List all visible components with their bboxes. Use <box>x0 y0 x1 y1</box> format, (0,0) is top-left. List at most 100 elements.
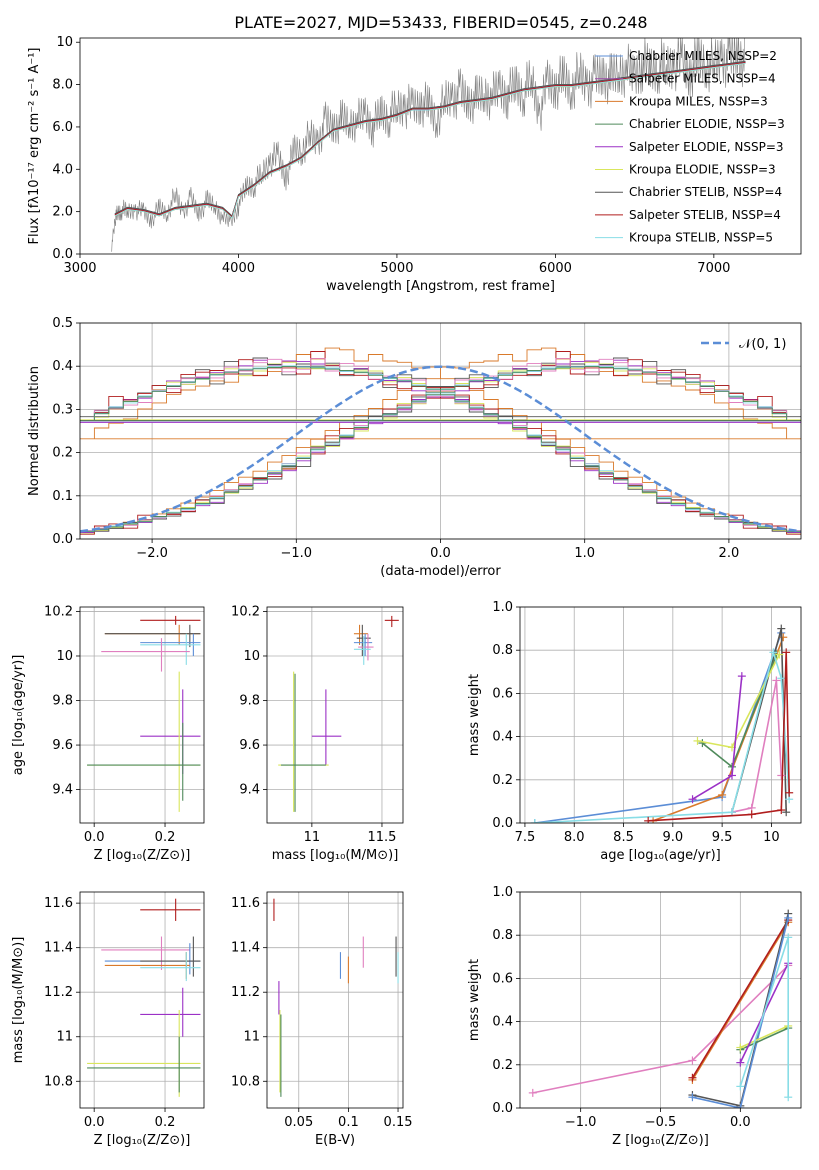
x-tick-label: 0.1 <box>338 1115 359 1130</box>
y-tick-label: 0.4 <box>492 1015 513 1030</box>
x-axis-label: Z [log₁₀(Z/Z⊙)] <box>94 1133 191 1148</box>
weight-series-line <box>739 1025 789 1049</box>
x-tick-label: 6000 <box>539 261 572 276</box>
y-tick-label: 1.0 <box>492 600 513 615</box>
panel-ebv-mass: 0.05 0.1 0.15 10.8 11 11.2 11.4 11.6 E(B-V) <box>231 891 413 1148</box>
y-tick-label: 11.4 <box>44 941 73 956</box>
y-axis-label: Normed distribution <box>27 366 42 496</box>
plot-area-mass-age <box>278 615 399 812</box>
x-tick-label: 9.5 <box>712 830 733 845</box>
legend-label: Chabrier ELODIE, NSSP=3 <box>629 117 785 131</box>
y-axis-label: Flux [fλ10⁻¹⁷ erg cm⁻² s⁻¹ A⁻¹] <box>27 48 42 245</box>
y-tick-label: 10 <box>56 649 73 664</box>
x-tick-label: 0.0 <box>84 1115 105 1130</box>
x-tick-label: 8.0 <box>564 830 585 845</box>
x-axis-label: wavelength [Angstrom, rest frame] <box>326 279 555 294</box>
y-tick-label: 0.0 <box>52 532 73 547</box>
panel-residuals: −2.0 −1.0 0.0 1.0 2.0 0.0 0.1 0.2 0.3 0.4 0.5 (data… <box>27 316 802 579</box>
y-axis-label: mass [log₁₀(M/M⊙)] <box>11 937 26 1064</box>
y-tick-label: 11.2 <box>44 985 73 1000</box>
y-tick-label: 10.2 <box>231 604 260 619</box>
y-tick-label: 11.6 <box>44 896 73 911</box>
x-axis-label: Z [log₁₀(Z/Z⊙)] <box>612 1133 709 1148</box>
x-tick-label: 0.15 <box>384 1115 413 1130</box>
panel-spectrum: 3000 4000 5000 6000 7000 0.0 2.0 4.0 6.0 8.0 10 wav… <box>27 35 802 294</box>
x-axis-label: E(B-V) <box>315 1133 355 1148</box>
x-tick-label: 10 <box>763 830 780 845</box>
weight-series-line <box>731 680 783 813</box>
y-tick-label: 0.5 <box>52 316 73 331</box>
plot-area-z-age <box>87 615 201 812</box>
y-tick-label: 11.2 <box>231 985 260 1000</box>
x-axis-label: Z [log₁₀(Z/Z⊙)] <box>94 848 191 863</box>
axes-frame <box>79 891 205 1109</box>
weight-series-line <box>534 632 783 823</box>
y-tick-label: 2.0 <box>52 205 73 220</box>
weight-series-line <box>691 919 789 1079</box>
y-tick-label: 4.0 <box>52 162 73 177</box>
y-tick-label: 9.6 <box>52 738 73 753</box>
plot-area-ebv-mass <box>273 898 399 1097</box>
x-tick-label: 5000 <box>380 261 413 276</box>
y-tick-label: 10.2 <box>44 604 73 619</box>
histogram-series <box>80 361 801 535</box>
y-tick-label: 8.0 <box>52 78 73 93</box>
plot-area-z-weight <box>528 909 793 1108</box>
y-tick-label: 9.8 <box>52 694 73 709</box>
axes-frame <box>266 606 404 824</box>
x-tick-label: 4000 <box>222 261 255 276</box>
axes-frame <box>519 606 802 824</box>
y-tick-label: 0.0 <box>492 816 513 831</box>
x-tick-label: −0.5 <box>645 1115 677 1130</box>
x-tick-label: 2.0 <box>719 546 740 561</box>
x-tick-label: 1.0 <box>574 546 595 561</box>
spectrum-model-line <box>114 61 746 218</box>
histogram-series <box>80 366 801 533</box>
y-tick-label: 0.2 <box>492 1058 513 1073</box>
figure-title: PLATE=2027, MJD=53433, FIBERID=0545, z=0… <box>234 13 647 32</box>
weight-series-line <box>534 649 790 823</box>
y-tick-label: 0.0 <box>52 247 73 262</box>
y-tick-label: 0.3 <box>52 402 73 417</box>
y-tick-label: 0.6 <box>492 971 513 986</box>
x-tick-label: 0.0 <box>730 1115 751 1130</box>
y-axis-label: mass weight <box>467 959 482 1041</box>
y-tick-label: 11 <box>56 1030 73 1045</box>
y-tick-label: 11.6 <box>231 896 260 911</box>
legend-label: Chabrier MILES, NSSP=2 <box>629 49 777 63</box>
x-tick-label: 0.2 <box>155 830 176 845</box>
y-axis-label: age [log₁₀(age/yr)] <box>11 655 26 776</box>
y-tick-label: 9.4 <box>239 783 260 798</box>
y-axis-label: mass weight <box>467 674 482 756</box>
x-axis-label: age [log₁₀(age/yr)] <box>600 848 721 863</box>
y-tick-label: 0.4 <box>52 359 73 374</box>
plot-area-z-mass <box>87 898 201 1097</box>
histogram-series <box>80 365 801 532</box>
y-tick-label: 0.4 <box>492 730 513 745</box>
axes-frame <box>266 891 404 1109</box>
y-tick-label: 1.0 <box>492 885 513 900</box>
panel-z-mass: 0.0 0.2 10.8 11 11.2 11.4 11.6 Z [log₁₀(Z/Z⊙)] m… <box>11 891 205 1148</box>
y-tick-label: 0.0 <box>492 1101 513 1116</box>
weight-series-line <box>691 921 789 1081</box>
legend-label: Chabrier STELIB, NSSP=4 <box>629 185 782 199</box>
x-tick-label: 0.0 <box>84 830 105 845</box>
x-tick-label: −2.0 <box>136 546 168 561</box>
legend-label: Kroupa MILES, NSSP=3 <box>629 94 768 108</box>
x-tick-label: −1.0 <box>565 1115 597 1130</box>
y-tick-label: 10 <box>243 649 260 664</box>
y-tick-label: 10.8 <box>231 1074 260 1089</box>
x-tick-label: 3000 <box>63 261 96 276</box>
x-tick-label: 8.5 <box>613 830 634 845</box>
y-tick-label: 6.0 <box>52 120 73 135</box>
weight-series-line <box>692 917 789 1108</box>
legend-label: 𝒩(0, 1) <box>739 337 786 352</box>
y-tick-label: 0.1 <box>52 489 73 504</box>
axes-frame <box>519 891 802 1109</box>
y-tick-label: 0.2 <box>492 773 513 788</box>
panels: 3000 4000 5000 6000 7000 0.0 2.0 4.0 6.0 8.0 10 wav… <box>11 35 802 1148</box>
x-tick-label: 0.0 <box>430 546 451 561</box>
weight-series-line <box>692 676 743 800</box>
normal-reference-curve <box>80 365 801 533</box>
